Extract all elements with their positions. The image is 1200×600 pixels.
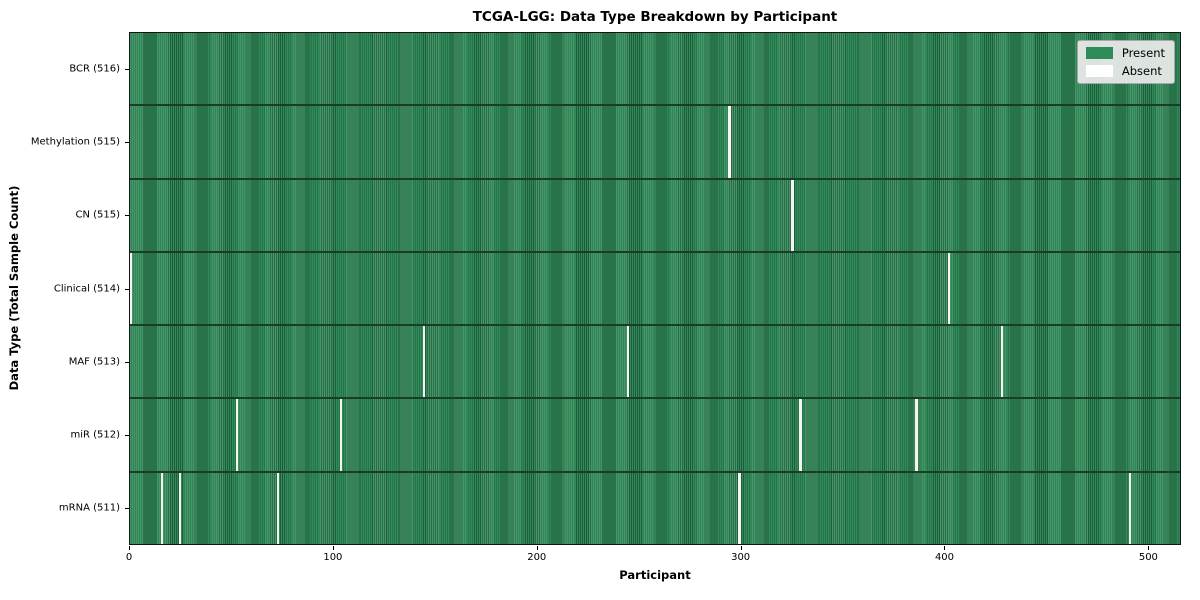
row-mrna <box>130 470 1180 544</box>
row-bcr <box>130 33 1180 105</box>
legend-label-present: Present <box>1121 46 1165 60</box>
absent-stripe <box>235 399 239 471</box>
x-tick-label: 500 <box>1138 552 1158 563</box>
plot-area: Present Absent <box>129 32 1181 545</box>
legend: Present Absent <box>1076 40 1175 84</box>
row-clinical <box>130 250 1180 325</box>
absent-stripe <box>1000 326 1004 398</box>
row-cn <box>130 177 1180 251</box>
x-tick <box>944 546 946 550</box>
y-tick-label: Methylation (515) <box>30 136 120 148</box>
legend-swatch-absent-icon <box>1085 65 1113 77</box>
row-maf <box>130 324 1180 398</box>
y-tick-label: mRNA (511) <box>58 502 120 514</box>
x-tick-label: 400 <box>934 552 955 563</box>
absent-stripe <box>948 252 951 325</box>
absent-stripe <box>791 179 794 251</box>
y-axis-ticks: BCR (516) Methylation (515) CN (515) Clinic… <box>0 32 129 545</box>
x-tick <box>536 546 538 550</box>
y-tick-label: miR (512) <box>70 429 120 441</box>
absent-stripe <box>728 106 731 178</box>
y-tick <box>125 141 129 143</box>
y-tick <box>125 288 129 290</box>
x-tick <box>740 546 742 550</box>
x-tick-label: 200 <box>527 552 547 563</box>
absent-stripe <box>915 399 918 471</box>
row-methylation <box>130 104 1180 178</box>
y-tick-label: BCR (516) <box>69 63 120 75</box>
x-tick <box>1148 546 1150 550</box>
rows-container <box>130 33 1180 544</box>
absent-stripe <box>178 472 182 544</box>
y-tick <box>125 435 129 437</box>
y-tick-label: Clinical (514) <box>53 283 120 294</box>
x-tick-label: 300 <box>731 552 751 563</box>
chart-title: TCGA-LGG: Data Type Breakdown by Partici… <box>472 9 838 25</box>
y-tick-label: CN (515) <box>75 209 120 221</box>
y-tick-label: MAF (513) <box>68 356 120 368</box>
x-tick-label: 0 <box>125 552 133 563</box>
absent-stripe <box>626 326 629 398</box>
absent-stripe <box>1129 472 1132 544</box>
absent-stripe <box>738 472 741 544</box>
absent-stripe <box>160 472 163 544</box>
x-tick <box>332 546 334 550</box>
x-axis-label: Participant <box>619 568 691 582</box>
x-axis-ticks: 0 100 200 300 400 500 <box>125 545 1181 585</box>
absent-stripe <box>276 472 279 544</box>
absent-stripe <box>130 252 133 325</box>
y-tick <box>125 215 129 217</box>
x-tick <box>129 546 130 550</box>
absent-stripe <box>339 399 342 471</box>
x-tick-label: 100 <box>323 552 343 563</box>
legend-entry-present: Present <box>1085 46 1165 60</box>
absent-stripe <box>423 326 426 398</box>
y-tick <box>125 68 129 70</box>
legend-entry-absent: Absent <box>1085 64 1165 78</box>
y-tick <box>125 508 129 510</box>
legend-label-absent: Absent <box>1121 64 1162 78</box>
legend-swatch-present-icon <box>1085 47 1113 59</box>
y-tick <box>125 361 129 363</box>
absent-stripe <box>799 399 802 471</box>
row-mir <box>130 397 1180 471</box>
